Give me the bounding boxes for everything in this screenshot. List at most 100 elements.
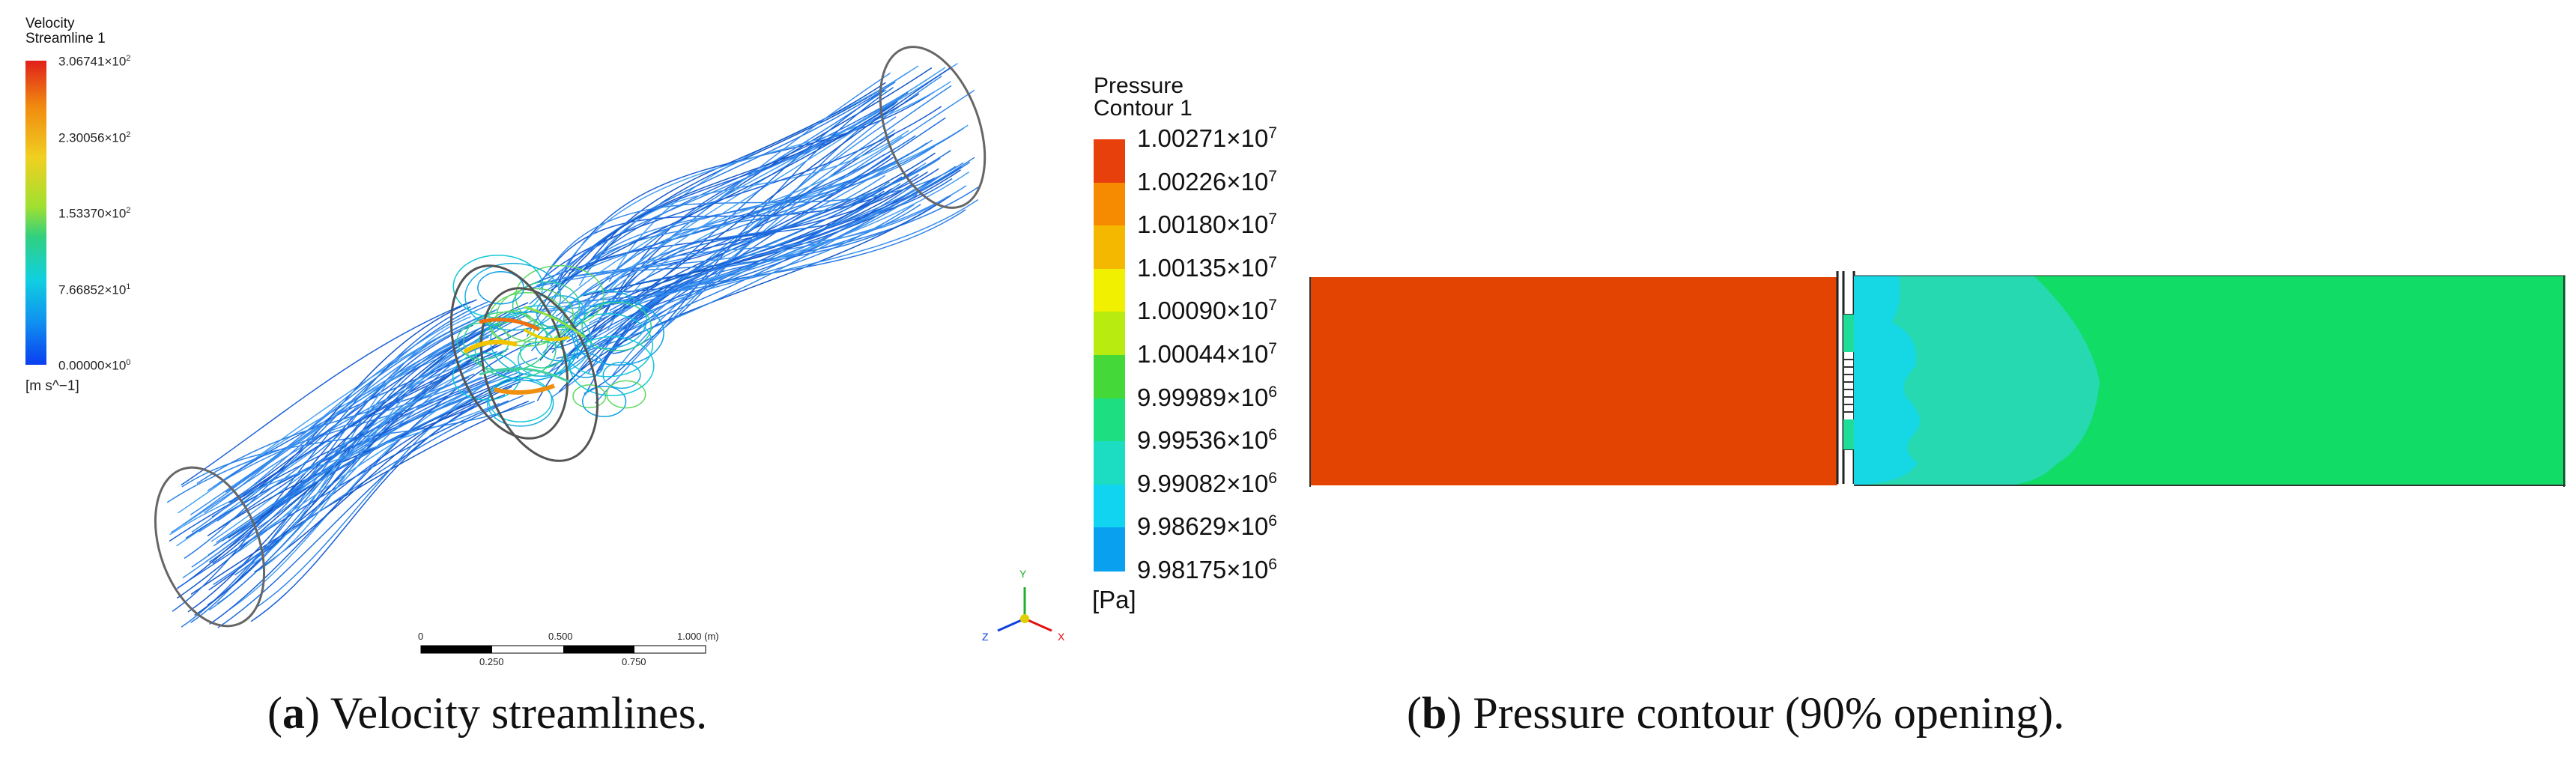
scale-label-0: 0 bbox=[418, 631, 424, 642]
velocity-legend-title-1: Velocity bbox=[25, 16, 75, 31]
pressure-tick-label: 9.99536×106 bbox=[1137, 426, 1277, 455]
streamline bbox=[191, 373, 475, 568]
pressure-contour bbox=[1309, 271, 2566, 487]
streamline bbox=[182, 362, 467, 526]
streamline-swirl bbox=[487, 379, 554, 427]
streamline bbox=[190, 400, 530, 595]
streamline bbox=[207, 357, 538, 491]
caption-b-text: ) Pressure contour (90% opening). bbox=[1446, 688, 2065, 738]
caption-b-label: b bbox=[1421, 688, 1447, 738]
streamline bbox=[592, 168, 918, 299]
streamlines bbox=[166, 63, 980, 628]
streamline-swirl bbox=[517, 341, 568, 378]
streamline bbox=[549, 171, 928, 270]
pressure-tick-label: 1.00044×107 bbox=[1137, 340, 1277, 368]
pressure-tick-label: 9.99082×106 bbox=[1137, 469, 1277, 497]
pressure-legend-title-1: Pressure bbox=[1094, 73, 1184, 98]
pressure-colorbar-band bbox=[1094, 225, 1125, 270]
pressure-tick-label: 1.00180×107 bbox=[1137, 210, 1277, 239]
caption-a-label: a bbox=[282, 688, 305, 738]
scale-bar bbox=[420, 645, 706, 654]
streamline bbox=[207, 345, 499, 606]
pressure-colorbar-band bbox=[1094, 484, 1125, 529]
scale-label-500: 0.500 bbox=[548, 631, 573, 642]
velocity-legend-title: Velocity Streamline 1 bbox=[25, 16, 106, 46]
caption-b: (b) Pressure contour (90% opening). bbox=[1407, 688, 2065, 738]
streamline bbox=[182, 376, 482, 579]
streamline bbox=[242, 321, 471, 542]
streamline-swirl bbox=[581, 301, 652, 351]
outlet-outline bbox=[879, 46, 987, 209]
velocity-tick-label: 2.30056×102 bbox=[58, 130, 131, 145]
streamline bbox=[191, 315, 489, 533]
streamline bbox=[187, 324, 500, 613]
pressure-legend-title-2: Contour 1 bbox=[1094, 96, 1192, 121]
scale-label-1000: 1.000 (m) bbox=[677, 631, 719, 642]
pressure-colorbar-band bbox=[1094, 398, 1125, 443]
streamline bbox=[554, 81, 951, 285]
streamline bbox=[556, 175, 941, 360]
streamline bbox=[584, 87, 894, 395]
pressure-tick-label: 9.98629×106 bbox=[1137, 512, 1277, 541]
pressure-colorbar-band bbox=[1094, 268, 1125, 313]
streamline bbox=[245, 342, 491, 507]
streamline-swirl bbox=[488, 377, 553, 422]
velocity-tick-label: 3.06741×102 bbox=[58, 54, 131, 69]
streamline bbox=[607, 124, 969, 331]
streamline bbox=[213, 395, 524, 586]
streamline bbox=[229, 350, 507, 504]
valve-ring-2 bbox=[479, 287, 599, 462]
streamline bbox=[556, 195, 948, 325]
streamline bbox=[190, 336, 465, 623]
mid-pressure-region bbox=[1854, 276, 2100, 485]
streamline-swirl bbox=[581, 385, 627, 417]
streamline bbox=[258, 334, 490, 572]
pressure-legend-title: Pressure Contour 1 bbox=[1094, 75, 1192, 120]
high-pressure-region bbox=[1310, 277, 1837, 485]
streamline bbox=[533, 175, 886, 288]
streamline bbox=[560, 127, 964, 312]
valve-ring-1 bbox=[449, 264, 569, 440]
streamline-swirl bbox=[452, 352, 521, 401]
pressure-colorbar-band bbox=[1094, 139, 1125, 184]
pressure-tick-label: 9.99989×106 bbox=[1137, 383, 1277, 411]
streamline bbox=[594, 129, 896, 404]
streamline bbox=[587, 166, 957, 375]
streamline bbox=[610, 89, 975, 378]
velocity-tick-label: 1.53370×102 bbox=[58, 206, 131, 221]
streamline bbox=[557, 91, 935, 282]
pressure-colorbar-band bbox=[1094, 355, 1125, 399]
streamline bbox=[584, 176, 903, 395]
streamline bbox=[217, 386, 512, 628]
velocity-legend-title-2: Streamline 1 bbox=[25, 31, 106, 46]
streamline bbox=[251, 316, 471, 566]
streamline bbox=[170, 330, 482, 533]
caption-a-text: ) Velocity streamlines. bbox=[304, 688, 708, 738]
velocity-tick-label: 0.00000×100 bbox=[58, 358, 131, 373]
streamline bbox=[608, 65, 919, 282]
streamline bbox=[612, 181, 890, 306]
valve-jets bbox=[463, 306, 585, 395]
streamline bbox=[538, 162, 964, 288]
streamline-swirl bbox=[572, 384, 607, 409]
streamline-swirl bbox=[474, 321, 557, 379]
streamline-swirl bbox=[452, 254, 544, 318]
streamline bbox=[529, 139, 933, 305]
pressure-colorbar-band bbox=[1094, 312, 1125, 356]
axis-label-x: X bbox=[1058, 631, 1065, 643]
streamline bbox=[211, 352, 495, 518]
streamline bbox=[172, 306, 471, 612]
streamline bbox=[254, 373, 524, 573]
scale-label-750: 0.750 bbox=[622, 656, 646, 667]
streamline bbox=[228, 316, 515, 503]
cyan-pressure-region bbox=[1854, 276, 1920, 485]
axis-triad bbox=[997, 587, 1052, 632]
streamline bbox=[178, 400, 509, 589]
streamline bbox=[536, 188, 893, 401]
streamline bbox=[566, 67, 951, 343]
streamline bbox=[546, 72, 891, 336]
pressure-colorbar-band bbox=[1094, 182, 1125, 227]
streamline-swirl bbox=[606, 380, 646, 409]
streamline bbox=[210, 378, 466, 542]
pressure-tick-label: 1.00090×107 bbox=[1137, 297, 1277, 325]
